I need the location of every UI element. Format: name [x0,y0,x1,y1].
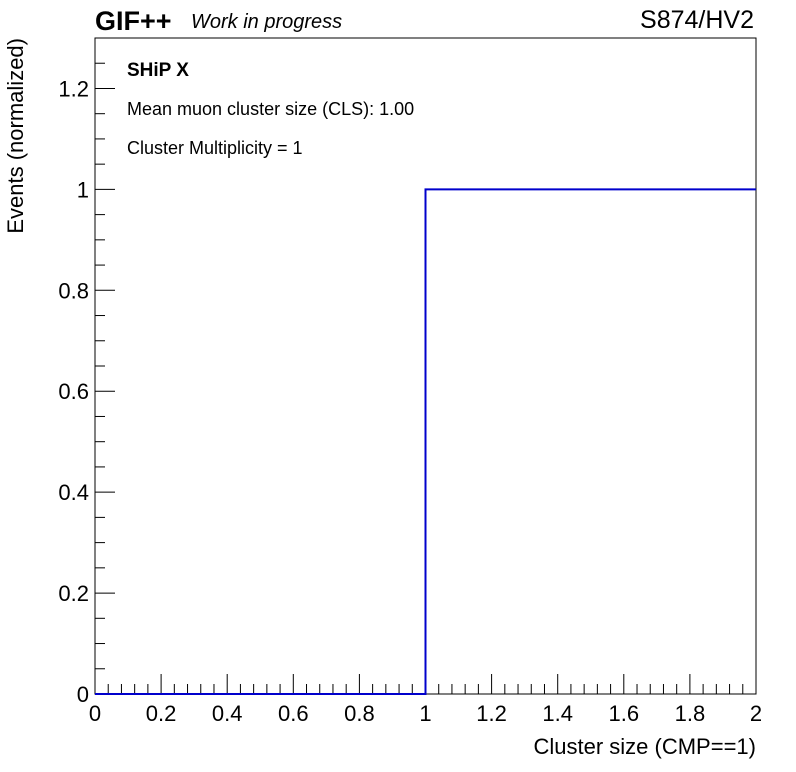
y-tick-label: 0 [77,682,89,707]
x-tick-label: 1 [419,701,431,726]
y-tick-label: 0.8 [58,278,89,303]
x-tick-label: 0.4 [212,701,243,726]
y-tick-label: 0.6 [58,379,89,404]
x-tick-label: 2 [750,701,762,726]
brand-label: GIF++ [95,6,172,36]
x-tick-label: 0.8 [344,701,375,726]
x-axis-label: Cluster size (CMP==1) [533,734,756,759]
x-tick-label: 1.2 [476,701,507,726]
y-tick-label: 1 [77,177,89,202]
x-tick-label: 0.6 [278,701,309,726]
status-label: Work in progress [191,11,343,33]
x-tick-label: 0.2 [146,701,177,726]
x-tick-label: 1.4 [542,701,573,726]
chart-annotation: Cluster Multiplicity = 1 [127,138,303,158]
y-tick-label: 1.2 [58,76,89,101]
x-tick-label: 1.8 [675,701,706,726]
y-axis-label: Events (normalized) [3,38,28,234]
y-tick-label: 0.4 [58,480,89,505]
run-label: S874/HV2 [640,6,754,34]
x-tick-label: 1.6 [609,701,640,726]
y-tick-label: 0.2 [58,581,89,606]
chart-annotation: SHiP X [127,60,189,81]
chart-annotation: Mean muon cluster size (CLS): 1.00 [127,99,414,119]
series-line [95,188,756,695]
x-tick-label: 0 [89,701,101,726]
